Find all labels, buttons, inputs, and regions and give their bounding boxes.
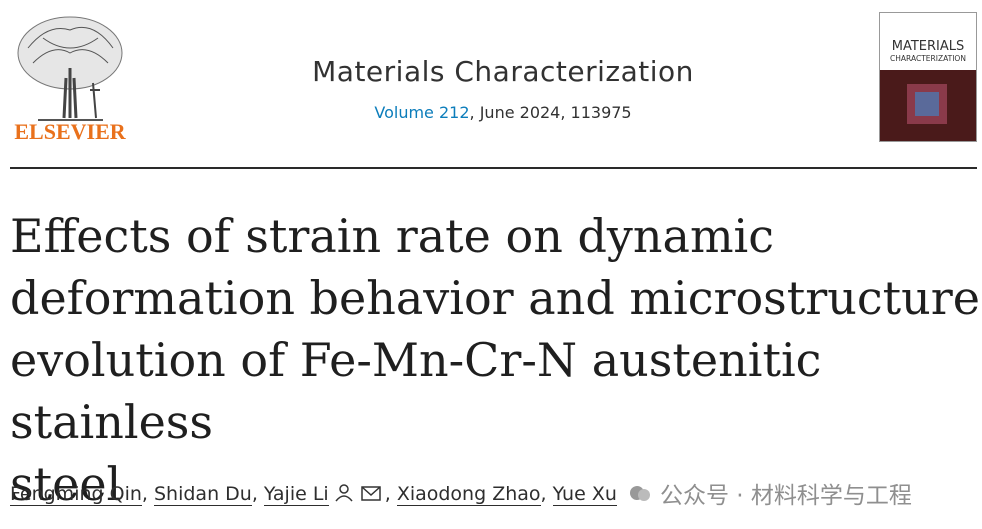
publisher-logo: ELSEVIER bbox=[14, 16, 127, 144]
article-title: Effects of strain rate on dynamic deforma… bbox=[10, 205, 982, 515]
issue-line: Volume 212, June 2024, 113975 bbox=[220, 103, 786, 122]
volume-link[interactable]: Volume 212 bbox=[374, 103, 470, 122]
title-line: Effects of strain rate on dynamic bbox=[10, 209, 775, 263]
author[interactable]: Xiaodong Zhao bbox=[396, 483, 541, 506]
title-line: deformation behavior and microstructure bbox=[10, 271, 980, 325]
author[interactable]: Yajie Li bbox=[263, 483, 329, 506]
cover-title: MATERIALS bbox=[892, 39, 965, 54]
watermark-text: 公众号 · 材料科学与工程 bbox=[660, 483, 912, 509]
author-separator: , bbox=[384, 483, 391, 505]
author[interactable]: Fengming Qin bbox=[10, 483, 142, 506]
watermark: 公众号 · 材料科学与工程 bbox=[628, 476, 912, 510]
cover-subtitle: CHARACTERIZATION bbox=[890, 54, 966, 63]
author-icons[interactable] bbox=[335, 484, 383, 502]
title-line: steel bbox=[10, 457, 122, 511]
divider bbox=[10, 167, 977, 169]
journal-cover: MATERIALS CHARACTERIZATION bbox=[879, 12, 977, 142]
author[interactable]: Yue Xu bbox=[552, 483, 617, 506]
title-line: evolution of Fe-Mn-Cr-N austenitic stain… bbox=[10, 333, 822, 449]
author-separator: , bbox=[540, 483, 547, 505]
publisher-name: ELSEVIER bbox=[14, 119, 126, 144]
journal-name: Materials Characterization bbox=[312, 55, 694, 88]
author-separator: , bbox=[251, 483, 258, 505]
watermark-icon bbox=[630, 486, 650, 501]
author-list: Fengming Qin, Shidan Du, Yajie Li, Xiaod… bbox=[10, 483, 617, 506]
issue-info: , June 2024, 113975 bbox=[469, 103, 632, 122]
author[interactable]: Shidan Du bbox=[153, 483, 252, 506]
author-separator: , bbox=[141, 483, 148, 505]
